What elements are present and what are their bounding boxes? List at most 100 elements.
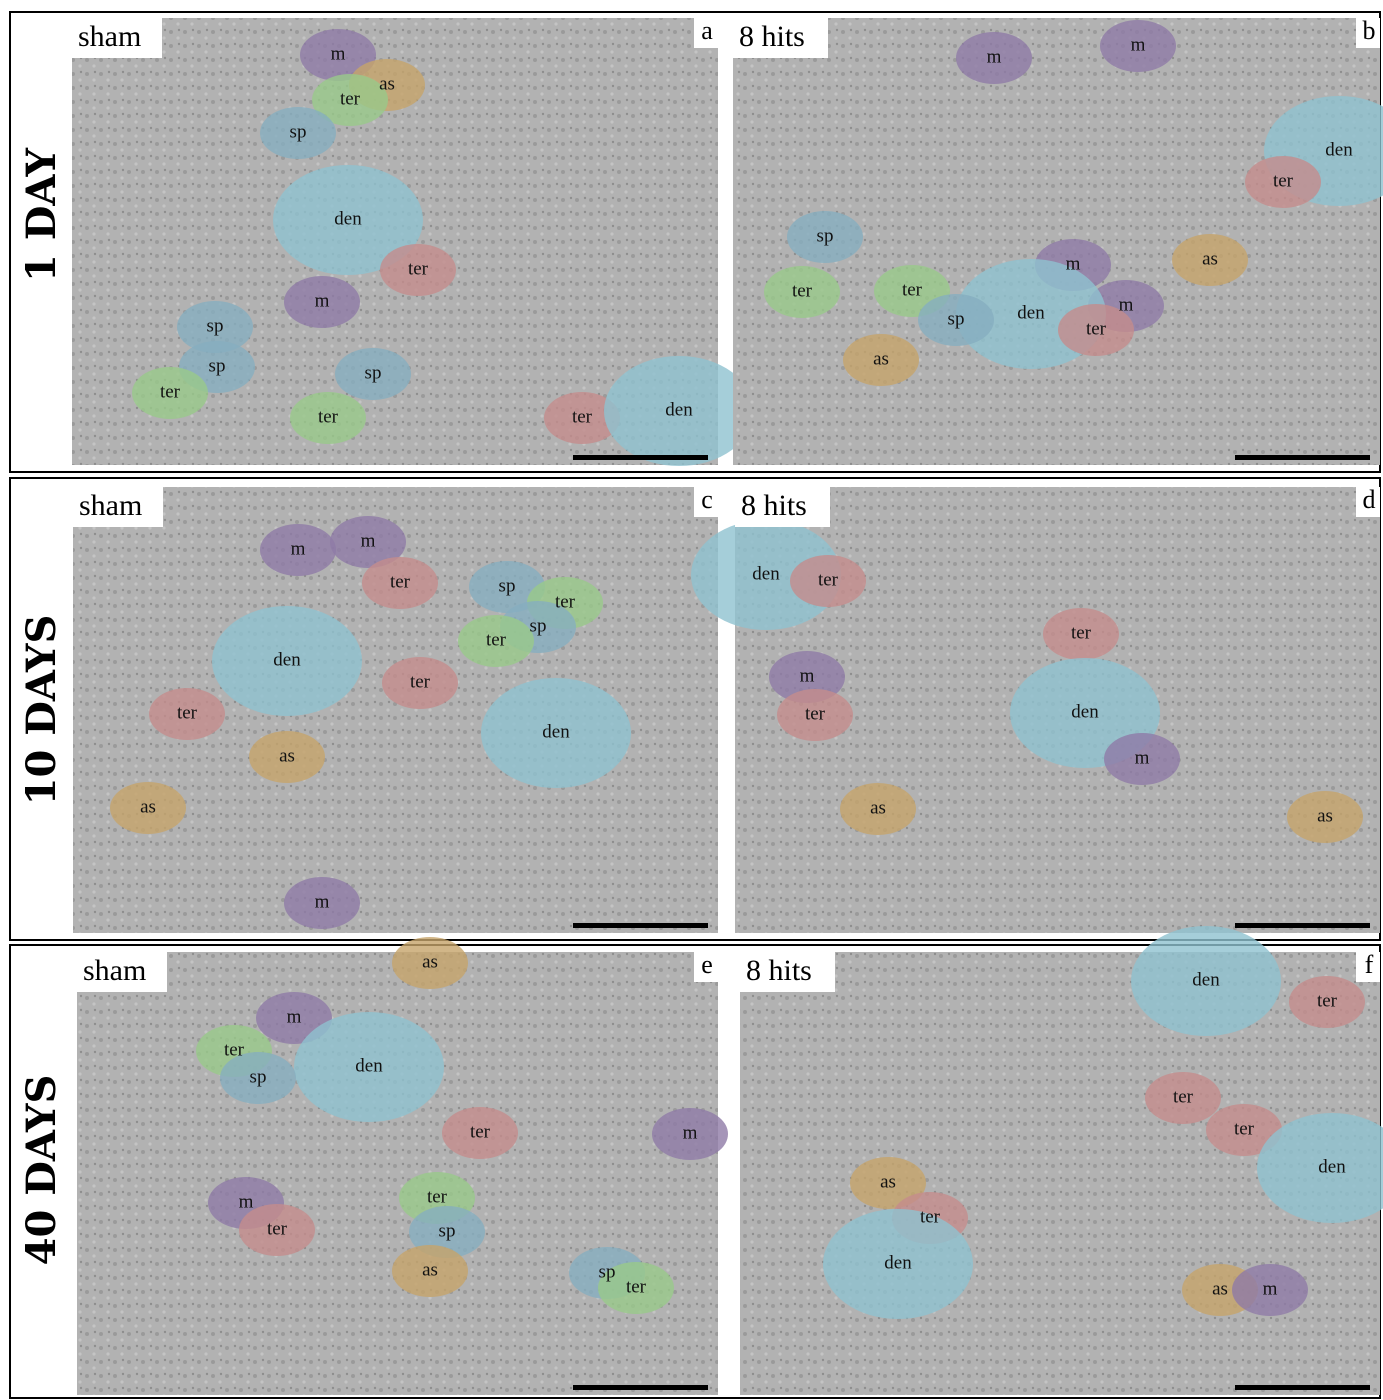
region-label: ter — [792, 280, 813, 301]
panel-letter: f — [1365, 950, 1374, 979]
region-label: ter — [390, 571, 411, 592]
panel-letter: b — [1363, 16, 1376, 45]
region-label: ter — [1317, 990, 1338, 1011]
region-label: m — [361, 530, 376, 551]
region-label: sp — [530, 615, 547, 636]
region-label: den — [665, 399, 693, 420]
region-label: as — [880, 1171, 896, 1192]
condition-label: 8 hits — [741, 489, 807, 522]
condition-label: sham — [79, 489, 142, 522]
row-label: 40 DAYS — [18, 1075, 65, 1266]
figure: 1 DAYmasterspdentermspspspterterterdensh… — [0, 0, 1383, 1400]
region-label: m — [287, 1006, 302, 1027]
region-label: ter — [470, 1121, 491, 1142]
region-label: ter — [267, 1218, 288, 1239]
scale-bar — [573, 455, 708, 460]
region-label: sp — [207, 315, 224, 336]
panel-letter: a — [701, 16, 713, 45]
region-label: den — [1071, 701, 1099, 722]
region-label: ter — [1234, 1118, 1255, 1139]
scale-bar — [1235, 923, 1370, 928]
region-label: sp — [948, 308, 965, 329]
scale-bar — [1235, 455, 1370, 460]
region-label: den — [334, 208, 362, 229]
region-label: ter — [318, 406, 339, 427]
region-label: den — [884, 1252, 912, 1273]
region-label: sp — [250, 1066, 267, 1087]
condition-label: sham — [83, 954, 146, 987]
region-label: den — [1017, 302, 1045, 323]
region-label: den — [355, 1055, 383, 1076]
region-label: den — [1192, 969, 1220, 990]
region-label: as — [422, 951, 438, 972]
region-label: as — [279, 745, 295, 766]
region-label: ter — [1086, 318, 1107, 339]
region-label: ter — [427, 1186, 448, 1207]
panel-letter: e — [701, 950, 713, 979]
region-label: ter — [920, 1206, 941, 1227]
region-label: m — [1263, 1278, 1278, 1299]
region-label: m — [1066, 253, 1081, 274]
region-label: ter — [177, 702, 198, 723]
region-label: ter — [340, 88, 361, 109]
region-label: den — [542, 721, 570, 742]
region-label: ter — [626, 1276, 647, 1297]
region-label: sp — [599, 1261, 616, 1282]
region-label: sp — [817, 225, 834, 246]
region-label: m — [331, 43, 346, 64]
condition-label: sham — [78, 20, 141, 53]
region-label: ter — [224, 1039, 245, 1060]
region-label: ter — [408, 258, 429, 279]
region-label: ter — [1071, 622, 1092, 643]
region-label: ter — [486, 629, 507, 650]
region-label: as — [870, 797, 886, 818]
region-label: as — [1202, 248, 1218, 269]
region-label: m — [683, 1122, 698, 1143]
region-label: as — [422, 1259, 438, 1280]
region-label: as — [1212, 1278, 1228, 1299]
region-label: sp — [290, 121, 307, 142]
region-label: sp — [499, 575, 516, 596]
region-label: as — [873, 348, 889, 369]
region-label: den — [1325, 139, 1353, 160]
region-label: ter — [555, 591, 576, 612]
region-label: m — [291, 538, 306, 559]
scale-bar — [1235, 1385, 1370, 1390]
region-label: m — [987, 46, 1002, 67]
region-label: m — [239, 1191, 254, 1212]
condition-label: 8 hits — [746, 954, 812, 987]
region-label: m — [315, 290, 330, 311]
region-label: sp — [439, 1220, 456, 1241]
region-label: as — [140, 796, 156, 817]
region-label: m — [315, 891, 330, 912]
region-label: as — [379, 73, 395, 94]
row-label: 10 DAYS — [18, 615, 65, 806]
region-label: ter — [1173, 1086, 1194, 1107]
scale-bar — [573, 1385, 708, 1390]
condition-label: 8 hits — [739, 20, 805, 53]
region-label: den — [273, 649, 301, 670]
region-label: sp — [365, 362, 382, 383]
region-label: sp — [209, 355, 226, 376]
region-label: ter — [805, 703, 826, 724]
region-label: as — [1317, 805, 1333, 826]
region-label: ter — [818, 569, 839, 590]
region-label: ter — [902, 279, 923, 300]
region-label: m — [1131, 34, 1146, 55]
region-label: ter — [410, 671, 431, 692]
scale-bar — [573, 923, 708, 928]
region-label: ter — [1273, 170, 1294, 191]
micrograph-panel: den ter ter ter den as ter den as m 8 hits f — [740, 926, 1383, 1395]
region-label: ter — [572, 406, 593, 427]
region-label: m — [1135, 747, 1150, 768]
region-label: ter — [160, 381, 181, 402]
row-label: 1 DAY — [18, 148, 65, 282]
region-label: m — [800, 665, 815, 686]
region-label: den — [1318, 1156, 1346, 1177]
region-label: m — [1119, 294, 1134, 315]
